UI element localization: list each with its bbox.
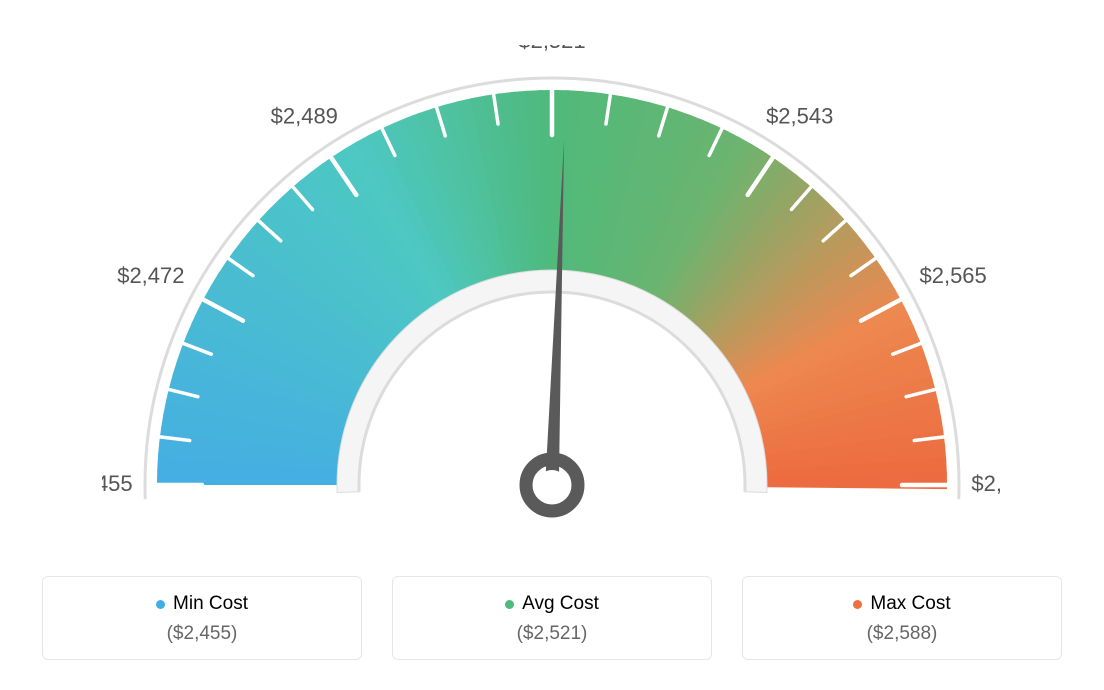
legend-label: Min Cost — [173, 593, 248, 615]
svg-text:$2,472: $2,472 — [117, 263, 184, 288]
gauge: $2,455 $2,472 $2,489 $2,521 $2,543 $2,565 $2,5… — [102, 45, 1002, 545]
legend-title-min: Min Cost — [156, 593, 248, 615]
legend-label: Avg Cost — [522, 593, 599, 615]
svg-text:$2,565: $2,565 — [919, 263, 986, 288]
svg-text:$2,455: $2,455 — [102, 471, 133, 496]
dot-icon — [853, 600, 862, 609]
svg-text:$2,489: $2,489 — [271, 104, 338, 129]
svg-text:$2,521: $2,521 — [518, 45, 585, 53]
dot-icon — [505, 600, 514, 609]
legend-value: ($2,521) — [403, 623, 701, 645]
legend-label: Max Cost — [870, 593, 950, 615]
legend-value: ($2,588) — [753, 623, 1051, 645]
legend-card-avg: Avg Cost ($2,521) — [392, 576, 712, 660]
svg-text:$2,588: $2,588 — [971, 471, 1002, 496]
legend-value: ($2,455) — [53, 623, 351, 645]
gauge-chart-container: { "gauge": { "type": "gauge", "min": 245… — [0, 0, 1104, 690]
dot-icon — [156, 600, 165, 609]
svg-text:$2,543: $2,543 — [766, 104, 833, 129]
legend-card-min: Min Cost ($2,455) — [42, 576, 362, 660]
legend-title-avg: Avg Cost — [505, 593, 599, 615]
legend-title-max: Max Cost — [853, 593, 950, 615]
gauge-svg: $2,455 $2,472 $2,489 $2,521 $2,543 $2,565 $2,5… — [102, 45, 1002, 565]
legend-row: Min Cost ($2,455) Avg Cost ($2,521) Max … — [42, 576, 1062, 660]
legend-card-max: Max Cost ($2,588) — [742, 576, 1062, 660]
